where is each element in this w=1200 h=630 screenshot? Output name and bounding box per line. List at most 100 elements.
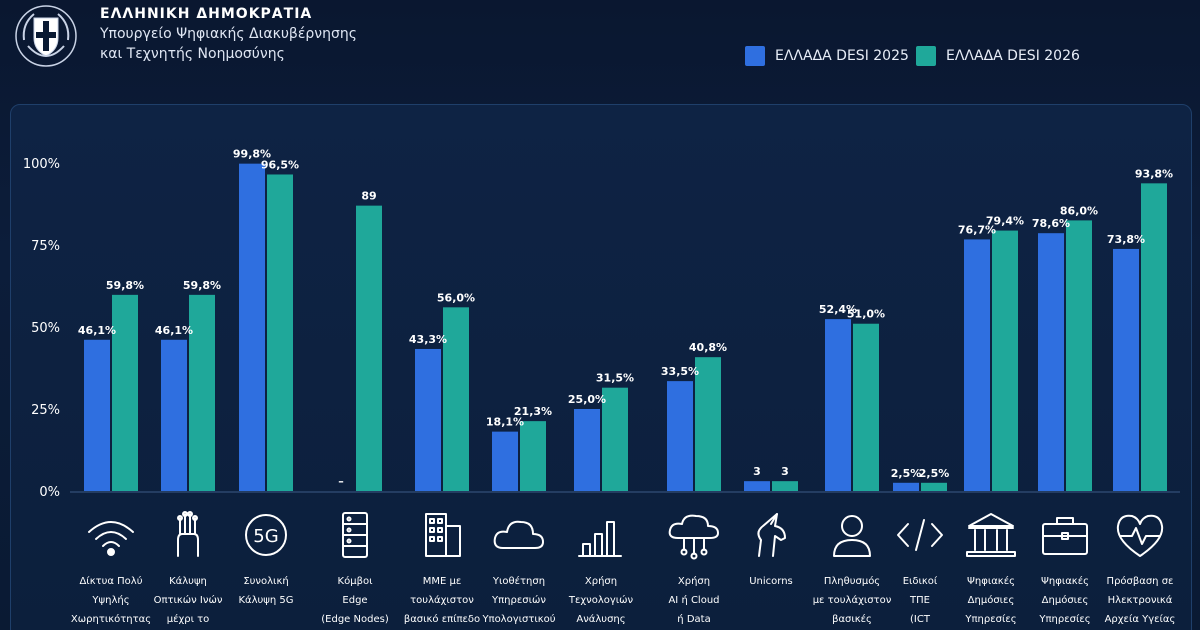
category-label-line: Κάλυψη — [169, 576, 207, 587]
wifi-icon — [88, 521, 134, 556]
category-label-4: ΜΜΕ με τουλάχιστον βασικό επίπεδο — [397, 572, 487, 629]
category-label-line: Αρχεία Υγείας — [1104, 614, 1176, 625]
bar-2026-11 — [992, 230, 1018, 491]
code-icon — [897, 519, 943, 551]
data-label-2025-8: 3 — [753, 465, 761, 478]
y-tick-label: 50% — [31, 321, 60, 336]
data-label-2026-1: 59,8% — [183, 279, 221, 292]
data-label-2026-3: 89 — [361, 190, 376, 203]
bar-2025-13 — [1113, 248, 1139, 491]
category-label-line: Υπηρεσίες — [965, 614, 1017, 625]
bar-2025-10 — [893, 482, 919, 491]
category-label-line: AI ή Cloud — [668, 595, 720, 606]
data-label-2026-9: 51,0% — [847, 308, 885, 321]
data-label-2026-10: 2,5% — [919, 467, 950, 480]
category-label-5: Υιοθέτηση Υπηρεσιών Υπολογιστικού — [474, 572, 564, 629]
bar-chart-icon — [578, 521, 622, 557]
category-label-line: Πληθυσμός — [823, 576, 881, 587]
data-label-2025-2: 99,8% — [233, 148, 271, 161]
y-tick-label: 75% — [31, 239, 60, 254]
header: ΕΛΛΗΝΙΚΗ ΔΗΜΟΚΡΑΤΙΑ Υπουργείο Ψηφιακής Δ… — [0, 0, 1200, 100]
category-label-3: Κόμβοι Edge (Edge Nodes) — [310, 572, 400, 629]
data-label-2025-12: 78,6% — [1032, 217, 1070, 230]
category-label-line: Ηλεκτρονικά — [1107, 595, 1173, 606]
data-label-2026-11: 79,4% — [986, 215, 1024, 228]
legend-label-2025: ΕΛΛΑΔΑ DESI 2025 — [775, 48, 909, 64]
bar-2025-9 — [825, 319, 851, 491]
category-label-line: με τουλάχιστον — [812, 595, 892, 606]
data-label-2025-0: 46,1% — [78, 324, 116, 337]
person-icon — [833, 515, 871, 557]
category-label-line: τουλάχιστον — [410, 595, 474, 606]
bar-2026-13 — [1141, 183, 1167, 491]
bar-2026-6 — [602, 387, 628, 491]
server-icon — [342, 512, 368, 558]
bar-2026-0 — [112, 294, 138, 491]
legend-item-2026: ΕΛΛΑΔΑ DESI 2026 — [916, 46, 1080, 66]
y-tick-label: 0% — [39, 485, 60, 500]
category-label-line: Κάλυψη 5G — [238, 595, 294, 606]
bar-2025-0 — [84, 339, 110, 491]
category-label-line: Ψηφιακές — [1041, 576, 1089, 587]
bar-2026-12 — [1066, 220, 1092, 491]
bar-2025-6 — [574, 409, 600, 491]
data-label-2025-3: – — [338, 475, 344, 488]
data-label-2026-13: 93,8% — [1135, 167, 1173, 180]
category-label-line: Unicorns — [749, 576, 793, 587]
category-label-line: (Edge Nodes) — [321, 614, 389, 625]
data-label-2025-7: 33,5% — [661, 365, 699, 378]
bar-2026-7 — [695, 357, 721, 491]
category-label-line: Χρήση — [677, 576, 711, 587]
category-label-8: Unicorns — [726, 572, 816, 591]
category-label-12: Ψηφιακές Δημόσιες Υπηρεσίες — [1020, 572, 1110, 629]
svg-text:5G: 5G — [253, 526, 278, 547]
category-label-line: Χωρητικότητας — [70, 614, 152, 625]
bar-2025-11 — [964, 239, 990, 491]
data-label-2026-7: 40,8% — [689, 341, 727, 354]
bar-2025-2 — [239, 163, 265, 491]
bar-2025-1 — [161, 339, 187, 491]
government-building-icon — [966, 513, 1016, 557]
bar-2025-12 — [1038, 233, 1064, 491]
category-label-line: Υπηρεσίες — [1039, 614, 1091, 625]
category-label-line: Ανάλυσης — [576, 614, 626, 625]
bar-2026-8 — [772, 481, 798, 491]
category-label-2: Συνολική Κάλυψη 5G — [221, 572, 311, 610]
briefcase-icon — [1042, 517, 1088, 555]
category-label-line: Δημόσιες — [1041, 595, 1089, 606]
data-label-2026-2: 96,5% — [261, 158, 299, 171]
data-label-2025-5: 18,1% — [486, 416, 524, 429]
category-label-line: Ειδικοί — [902, 576, 938, 587]
category-label-line: Υπολογιστικού — [482, 614, 556, 625]
bar-2025-4 — [415, 348, 441, 491]
data-label-2025-6: 25,0% — [568, 393, 606, 406]
org-subtitle-line2: και Τεχνητής Νοημοσύνης — [100, 46, 285, 62]
bar-2026-1 — [189, 294, 215, 491]
legend-label-2026: ΕΛΛΑΔΑ DESI 2026 — [946, 48, 1080, 64]
heart-pulse-icon — [1116, 514, 1164, 557]
category-label-7: Χρήση AI ή Cloud ή Data — [649, 572, 739, 629]
data-label-2025-13: 73,8% — [1107, 233, 1145, 246]
bar-2026-4 — [443, 307, 469, 491]
cloud-icon — [493, 520, 544, 549]
bar-2026-9 — [853, 323, 879, 491]
category-label-line: Οπτικών Ινών — [153, 595, 223, 606]
category-label-line: ΜΜΕ με — [422, 576, 462, 587]
bar-2026-5 — [520, 421, 546, 491]
bar-2026-2 — [267, 174, 293, 492]
category-label-line: Υπηρεσιών — [492, 595, 546, 606]
bar-2026-3 — [356, 205, 382, 491]
category-label-9: Πληθυσμός με τουλάχιστον βασικές — [807, 572, 897, 629]
category-label-line: Υψηλής — [92, 595, 130, 606]
legend-item-2025: ΕΛΛΑΔΑ DESI 2025 — [745, 46, 909, 66]
greek-coat-of-arms-icon — [15, 5, 77, 67]
data-label-2026-6: 31,5% — [596, 372, 634, 385]
category-label-line: Τεχνολογιών — [568, 595, 634, 606]
category-label-line: Κόμβοι — [337, 576, 373, 587]
category-label-line: Δίκτυα Πολύ — [79, 576, 143, 587]
data-label-2025-10: 2,5% — [891, 467, 922, 480]
legend-swatch-2026 — [916, 46, 936, 66]
bar-2025-7 — [667, 381, 693, 491]
category-label-line: Edge — [342, 595, 368, 606]
